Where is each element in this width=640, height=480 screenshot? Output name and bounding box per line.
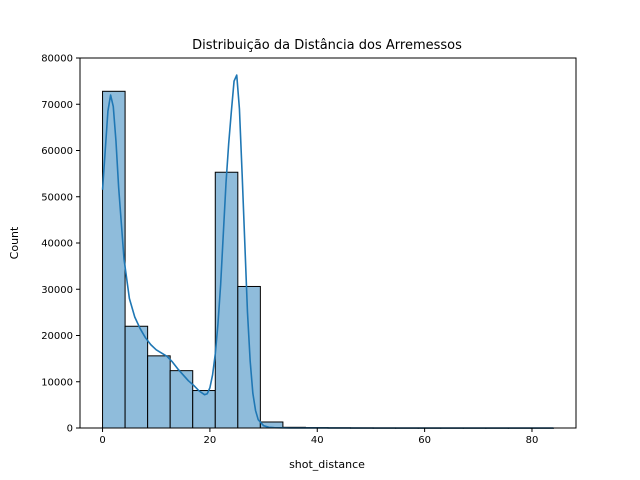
x-axis-label: shot_distance xyxy=(289,458,365,471)
y-axis-label: Count xyxy=(8,226,21,259)
x-axis: 0 20 40 60 80 xyxy=(99,428,538,446)
y-axis: 0 10000 20000 30000 40000 50000 60000 70000 8000… xyxy=(41,54,80,435)
y-tick-label: 60000 xyxy=(41,146,73,157)
chart-title: Distribuição da Distância dos Arremessos xyxy=(192,38,462,53)
y-tick-label: 0 xyxy=(67,424,73,435)
x-tick-label: 0 xyxy=(99,435,105,446)
histogram-bar xyxy=(192,390,216,429)
plot-area xyxy=(101,74,554,429)
histogram-bar xyxy=(147,355,171,429)
y-tick-label: 40000 xyxy=(41,239,73,250)
y-tick-label: 30000 xyxy=(41,285,73,296)
y-tick-label: 10000 xyxy=(41,377,73,388)
histogram-bar xyxy=(169,370,194,429)
y-tick-label: 20000 xyxy=(41,331,73,342)
histogram-bar xyxy=(124,325,149,429)
x-tick-label: 40 xyxy=(311,435,324,446)
x-tick-label: 80 xyxy=(526,435,539,446)
kde-curve xyxy=(101,74,554,429)
y-tick-label: 70000 xyxy=(41,100,73,111)
y-tick-label: 80000 xyxy=(41,54,73,65)
x-tick-label: 60 xyxy=(418,435,431,446)
histogram-bar xyxy=(214,171,239,429)
x-tick-label: 20 xyxy=(204,435,217,446)
histogram-bar xyxy=(237,285,261,429)
y-tick-label: 50000 xyxy=(41,192,73,203)
